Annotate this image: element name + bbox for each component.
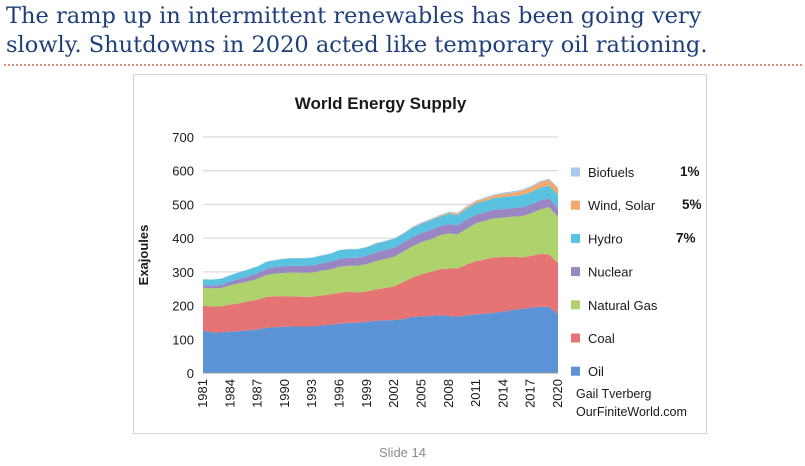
credit-website: OurFiniteWorld.com [576,405,687,419]
legend-label-natural-gas: Natural Gas [588,298,658,313]
x-tick-label: 1984 [222,379,237,408]
share-annotation-wind-solar: 5% [682,197,702,212]
y-axis-label: Exajoules [136,225,151,286]
area-natural-gas [203,207,558,307]
legend-label-coal: Coal [588,331,615,346]
y-tick-label: 0 [187,366,194,381]
y-tick-label: 300 [172,265,194,280]
x-tick-label: 1981 [195,379,210,408]
share-annotation-hydro: 7% [676,230,696,245]
x-tick-label: 1993 [304,379,319,408]
area-coal [203,254,558,333]
x-tick-label: 2002 [386,379,401,408]
legend-label-hydro: Hydro [588,231,623,246]
chart-frame: World Energy Supply 0 100 200 300 400 500 600 70… [133,74,707,434]
y-tick-label: 200 [172,299,194,314]
legend-swatch-oil [571,366,580,376]
legend-swatch-coal [571,333,580,343]
y-tick-label: 400 [172,231,194,246]
y-tick-label: 100 [172,332,194,347]
x-tick-label: 1987 [250,379,265,408]
legend-label-nuclear: Nuclear [588,265,633,280]
legend-swatch-biofuels [571,167,580,177]
y-tick-label: 600 [172,164,194,179]
y-tick-label: 700 [172,130,194,145]
credit-author: Gail Tverberg [576,387,652,401]
y-tick-label: 500 [172,197,194,212]
chart-title: World Energy Supply [295,94,467,113]
x-tick-label: 1990 [277,379,292,408]
x-tick-label: 1999 [359,379,374,408]
legend-label-oil: Oil [588,364,604,379]
x-tick-label: 2008 [441,379,456,408]
legend-swatch-hydro [571,233,580,243]
legend-swatch-nuclear [571,267,580,277]
slide-number: Slide 14 [379,445,426,460]
area-nuclear [203,198,558,289]
legend-label-wind-solar: Wind, Solar [588,198,656,213]
legend-label-biofuels: Biofuels [588,165,635,180]
world-energy-supply-chart: World Energy Supply 0 100 200 300 400 500 600 70… [136,94,702,419]
x-tick-label: 2005 [413,379,428,408]
x-tick-label: 2014 [495,379,510,408]
legend-swatch-natural-gas [571,300,580,310]
x-tick-label: 2017 [523,379,538,408]
legend-swatch-wind-solar [571,200,580,210]
title-divider [4,64,802,66]
slide-title-line-1: The ramp up in intermittent renewables h… [6,3,702,29]
x-tick-label: 2020 [550,379,565,408]
area-oil [203,306,558,373]
area-hydro [203,185,558,286]
slide-title: The ramp up in intermittent renewables h… [6,2,801,60]
x-tick-label: 2011 [468,379,483,407]
slide-title-line-2: slowly. Shutdowns in 2020 acted like tem… [6,32,708,58]
x-tick-label: 1996 [332,379,347,408]
share-annotation-biofuels: 1% [680,164,700,179]
